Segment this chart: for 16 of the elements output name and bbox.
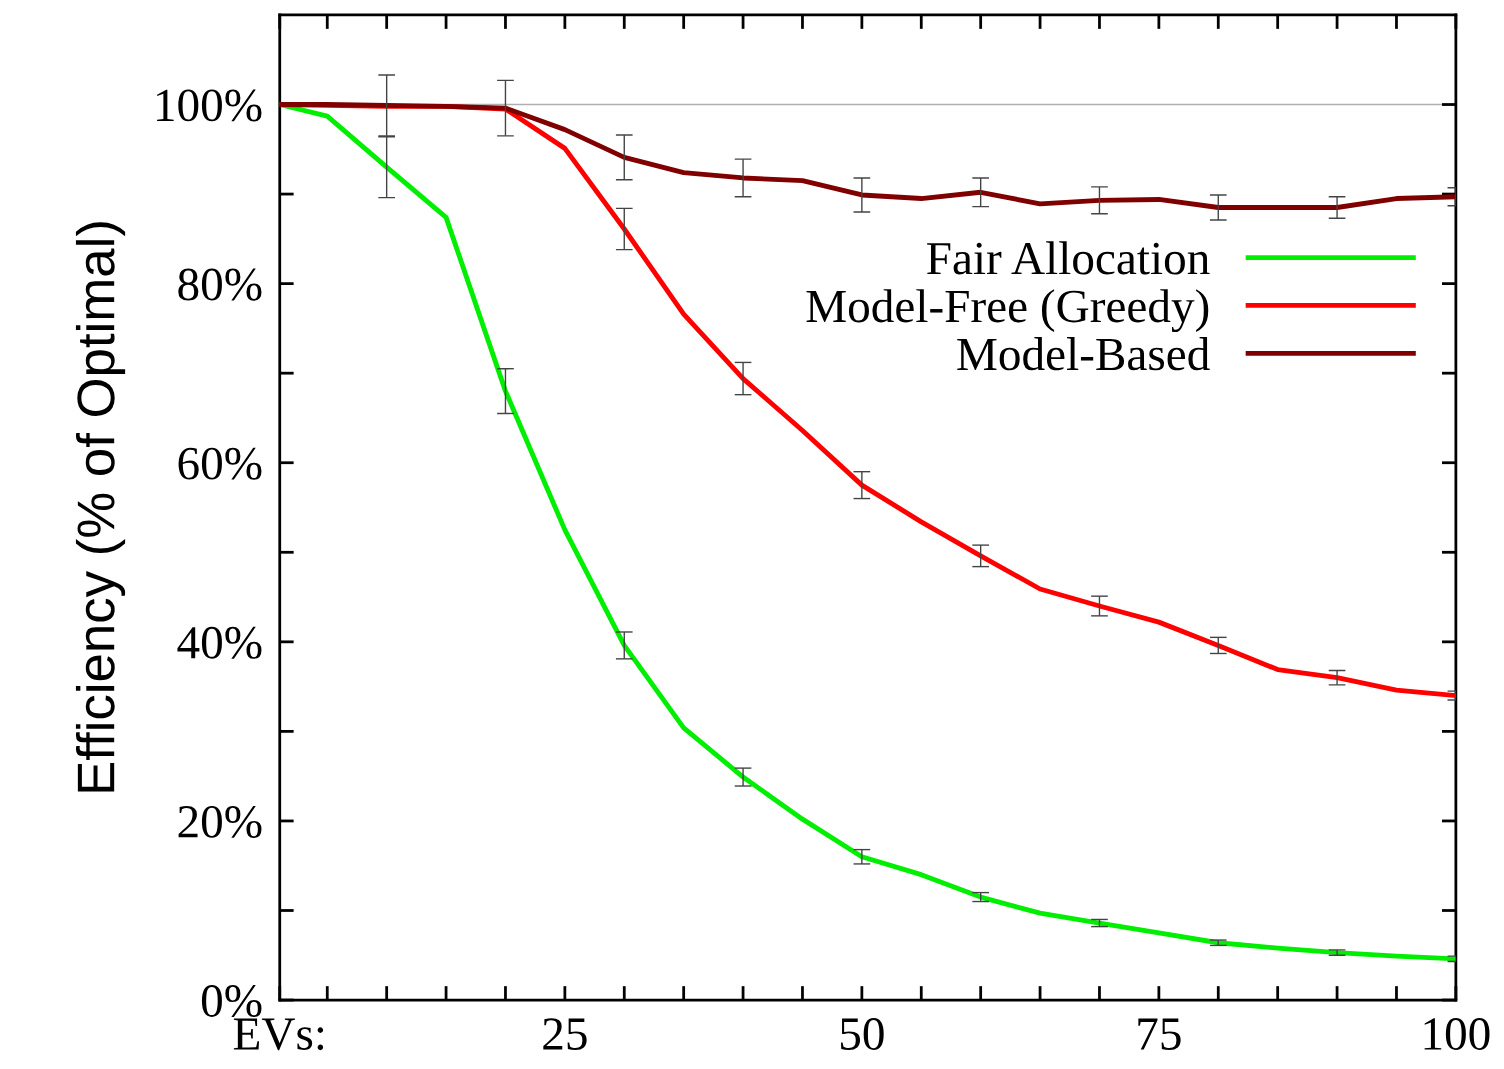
x-tick-label: 50 bbox=[841, 1018, 884, 1050]
legend-label: Fair Allocation bbox=[927, 241, 1210, 275]
y-axis-title: Efficiency (% of Optimal) bbox=[75, 222, 126, 792]
x-tick-label: 75 bbox=[1138, 1018, 1181, 1050]
line-series bbox=[279, 102, 1456, 210]
legend-label: Model-Based bbox=[957, 337, 1210, 371]
y-tick-label: 0% bbox=[201, 985, 262, 1018]
x-tick-label: 100 bbox=[1424, 1018, 1490, 1050]
y-tick-label: 80% bbox=[178, 268, 262, 301]
y-tick-label: 40% bbox=[177, 626, 262, 659]
legend-label: Model-Free (Greedy) bbox=[806, 289, 1209, 333]
y-tick-label: 100% bbox=[157, 89, 262, 122]
x-tick-label: 25 bbox=[543, 1018, 587, 1050]
y-tick-label: 60% bbox=[178, 447, 262, 480]
y-tick-label: 20% bbox=[178, 805, 262, 838]
x-tick-label: EVs: bbox=[233, 1018, 324, 1051]
